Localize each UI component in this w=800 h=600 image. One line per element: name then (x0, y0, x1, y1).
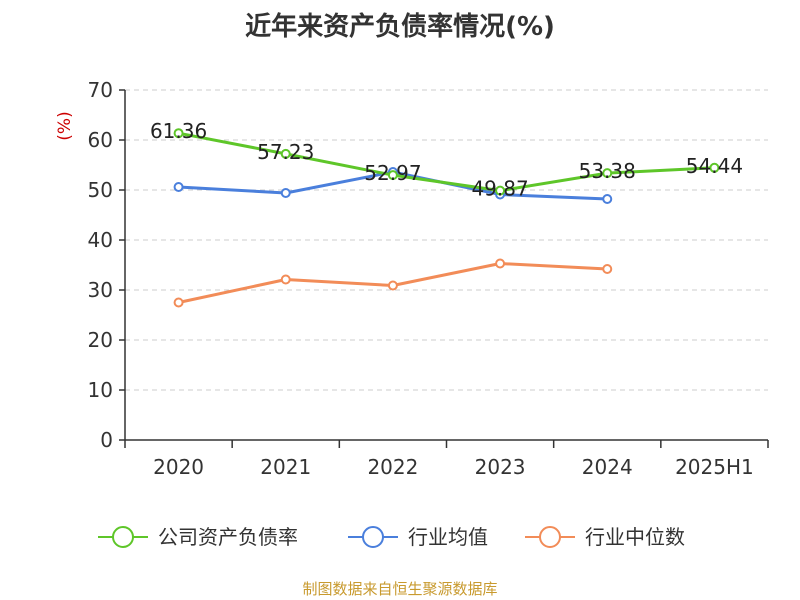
data-label: 61.36 (150, 119, 207, 143)
data-label: 57.23 (257, 140, 314, 164)
data-point-company (709, 162, 720, 173)
x-tick-label: 2025H1 (675, 455, 754, 479)
data-label: 53.38 (579, 159, 636, 183)
data-point-company (280, 148, 291, 159)
data-point-company (387, 170, 398, 181)
x-tick-label: 2024 (582, 455, 633, 479)
y-tick-label: 50 (88, 178, 113, 202)
x-tick-label: 2020 (153, 455, 204, 479)
series-line-company (178, 131, 715, 193)
data-point-company (495, 185, 506, 196)
y-tick-label: 40 (88, 228, 113, 252)
data-point-company (173, 128, 184, 139)
data-point-company (602, 168, 613, 179)
axes: 0 10 20 30 40 50 60 70 (%) 2020 2021 2022 2023 2024 20… (55, 78, 769, 479)
data-point-industry-avg (280, 188, 291, 198)
data-label: 52.97 (364, 161, 421, 185)
data-point-industry-avg (173, 182, 184, 192)
y-tick-label: 30 (88, 278, 113, 302)
data-point-industry-avg (602, 194, 613, 204)
chart-title: 近年来资产负债率情况(%) (245, 12, 555, 42)
legend: 公司资产负债率 行业均值 行业中位数 (98, 525, 685, 549)
data-point-industry-median (280, 274, 291, 285)
x-tick-label: 2022 (367, 455, 418, 479)
data-point-industry-median (387, 280, 398, 291)
data-point-industry-median (173, 297, 184, 308)
y-tick-label: 60 (88, 128, 113, 152)
y-tick-label: 0 (100, 428, 113, 452)
legend-swatch-marker (362, 526, 384, 548)
grid-lines (125, 89, 768, 391)
x-tick-label: 2021 (260, 455, 311, 479)
data-point-industry-median (495, 258, 506, 269)
data-label: 49.87 (471, 177, 528, 201)
y-tick-label: 20 (88, 328, 113, 352)
legend-swatch-marker (539, 526, 561, 548)
legend-label-industry-median: 行业中位数 (585, 525, 685, 549)
series-lines (173, 128, 720, 308)
x-tick-label: 2023 (475, 455, 526, 479)
y-tick-label: 70 (88, 78, 113, 102)
source-note: 制图数据来自恒生聚源数据库 (302, 580, 498, 598)
y-tick-label: 10 (88, 378, 113, 402)
legend-swatch-marker (112, 526, 134, 548)
data-point-industry-median (602, 264, 613, 274)
data-labels: 61.36 57.23 52.97 49.87 53.38 54.44 (150, 119, 743, 200)
legend-label-company: 公司资产负债率 (158, 525, 298, 549)
legend-label-industry-avg: 行业均值 (408, 525, 488, 549)
data-label: 54.44 (686, 154, 743, 178)
y-axis-unit-label: (%) (55, 111, 75, 140)
